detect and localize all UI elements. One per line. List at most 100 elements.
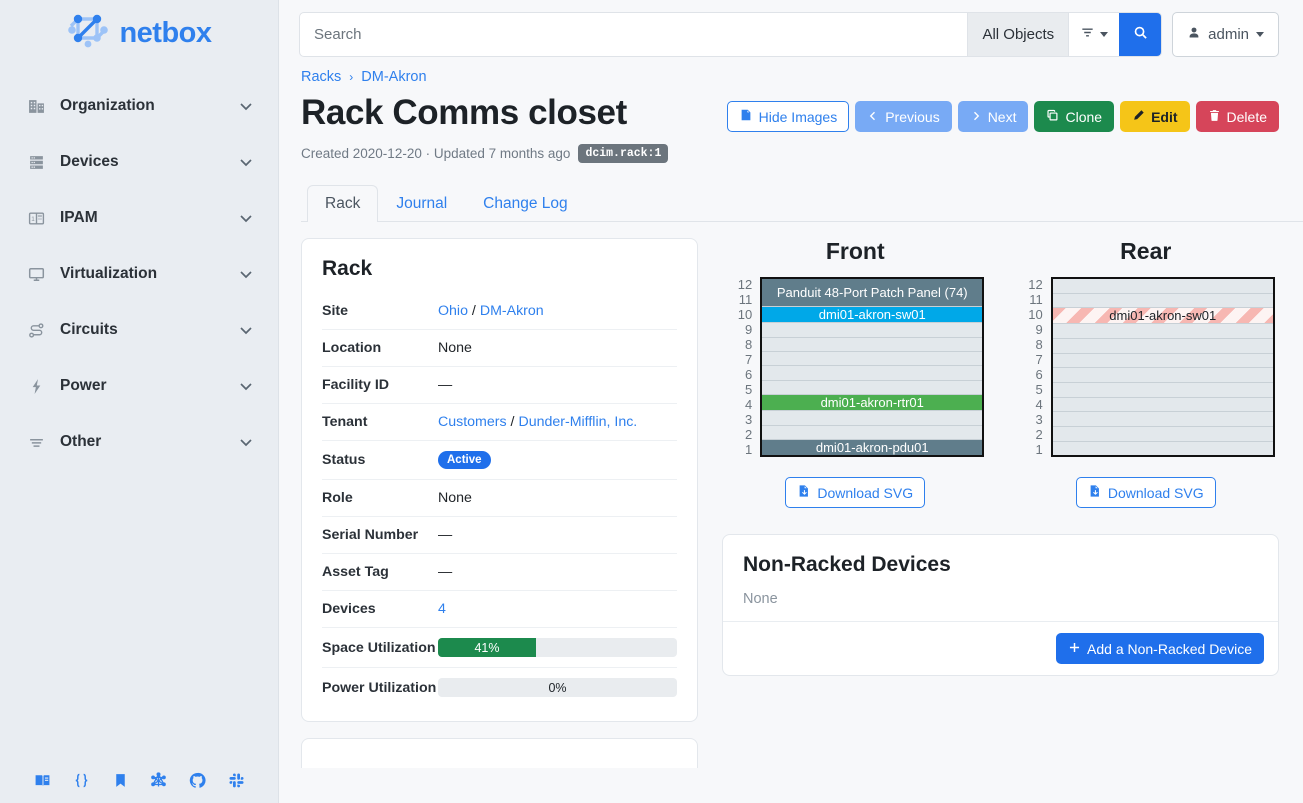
rack-unit-number: 4 xyxy=(1035,397,1043,413)
rack-unit-number: 1 xyxy=(1035,442,1043,458)
value-separator: / xyxy=(510,414,515,431)
svg-text:1: 1 xyxy=(31,216,35,223)
rear-elevation: Rear 12 11 10 9 8 7 6 5 4 3 2 1 dmi01-akron-sw01 Do… xyxy=(1013,238,1280,509)
bookmark-icon[interactable] xyxy=(112,772,129,789)
add-non-racked-device-button[interactable]: Add a Non-Racked Device xyxy=(1056,633,1264,665)
sidebar-item-virtualization[interactable]: Virtualization xyxy=(0,246,278,302)
clone-button[interactable]: Clone xyxy=(1034,101,1115,132)
table-row: Devices 4 xyxy=(322,590,677,628)
search-filter-dropdown[interactable] xyxy=(1068,13,1120,56)
previous-button[interactable]: Previous xyxy=(855,101,952,132)
image-icon xyxy=(739,108,753,125)
rack-unit-empty xyxy=(762,323,983,338)
rack-unit-empty xyxy=(1052,368,1273,384)
brand-logo[interactable]: netbox xyxy=(0,0,278,66)
row-key: Site xyxy=(322,303,349,320)
tenant-link[interactable]: Dunder-Mifflin, Inc. xyxy=(518,414,638,431)
row-value-devices: 4 xyxy=(438,590,677,628)
hide-images-button[interactable]: Hide Images xyxy=(726,101,850,132)
devices-count-link[interactable]: 4 xyxy=(438,601,446,618)
search-group: All Objects xyxy=(299,12,1163,57)
rack-unit-empty xyxy=(1052,427,1273,442)
breadcrumb-racks[interactable]: Racks xyxy=(301,69,342,85)
device-label: dmi01-akron-rtr01 xyxy=(820,395,924,411)
sidebar-item-circuits[interactable]: Circuits xyxy=(0,302,278,358)
user-name: admin xyxy=(1208,26,1249,43)
rack-unit-empty xyxy=(1052,279,1273,294)
sidebar-item-ipam[interactable]: 1 IPAM xyxy=(0,190,278,246)
device-label: dmi01-akron-pdu01 xyxy=(815,440,929,456)
graphql-icon[interactable] xyxy=(150,772,167,789)
sidebar-item-label: Circuits xyxy=(60,321,118,338)
sidebar-item-power[interactable]: Power xyxy=(0,358,278,414)
sidebar-footer-icons xyxy=(0,772,279,789)
button-label: Download SVG xyxy=(1107,484,1204,501)
non-racked-title: Non-Racked Devices xyxy=(743,553,951,577)
user-menu-button[interactable]: admin xyxy=(1172,12,1279,57)
left-column: Rack Site Ohio / DM-Akron xyxy=(301,238,698,723)
rack-unit-device[interactable]: dmi01-akron-pdu01 xyxy=(762,440,983,456)
rack-unit-number: 10 xyxy=(1028,307,1043,323)
front-elevation-title: Front xyxy=(825,238,885,265)
rack-unit-device[interactable]: dmi01-akron-sw01 xyxy=(1052,308,1273,325)
progress-fill xyxy=(438,638,536,658)
chevron-down-icon xyxy=(238,154,254,170)
button-label: Hide Images xyxy=(758,108,838,125)
rear-rack-diagram: 12 11 10 9 8 7 6 5 4 3 2 1 dmi01-akron-sw01 xyxy=(1017,277,1275,458)
download-svg-front-button[interactable]: Download SVG xyxy=(785,477,926,509)
docs-book-icon[interactable] xyxy=(34,772,51,789)
delete-button[interactable]: Delete xyxy=(1195,101,1279,132)
copy-icon xyxy=(1046,109,1059,125)
rack-unit-empty xyxy=(1052,412,1273,427)
rack-unit-number: 6 xyxy=(745,367,753,383)
api-braces-icon[interactable] xyxy=(73,772,90,789)
next-button[interactable]: Next xyxy=(957,101,1029,132)
server-stack-icon xyxy=(26,152,46,172)
rack-unit-empty xyxy=(762,338,983,352)
sidebar-item-devices[interactable]: Devices xyxy=(0,134,278,190)
rack-unit-number: 7 xyxy=(1035,352,1043,368)
site-link[interactable]: DM-Akron xyxy=(479,303,544,320)
sidebar-item-organization[interactable]: Organization xyxy=(0,78,278,134)
edit-button[interactable]: Edit xyxy=(1120,101,1190,132)
sidebar-item-label: Power xyxy=(60,377,107,394)
rack-unit-number: 12 xyxy=(1028,277,1043,293)
tab-bar: Rack Journal Change Log xyxy=(301,185,1303,223)
netbox-logo-icon xyxy=(66,10,110,57)
site-region-link[interactable]: Ohio xyxy=(438,303,468,320)
slack-icon[interactable] xyxy=(228,772,245,789)
breadcrumb-dm-akron[interactable]: DM-Akron xyxy=(361,69,427,85)
page-header: Racks › DM-Akron Rack Comms closet Creat… xyxy=(279,57,1303,164)
tab-rack[interactable]: Rack xyxy=(307,185,379,223)
search-submit-button[interactable] xyxy=(1119,13,1162,56)
tenant-group-link[interactable]: Customers xyxy=(438,414,507,431)
rack-unit-empty xyxy=(1052,383,1273,398)
github-icon[interactable] xyxy=(189,772,206,789)
table-row: Asset Tag — xyxy=(322,553,677,591)
rack-unit-number: 8 xyxy=(745,337,753,353)
right-column: Front 12 11 10 9 8 7 6 5 4 3 2 1 Panduit 48-Port Pa… xyxy=(722,238,1279,722)
tab-change-log[interactable]: Change Log xyxy=(483,195,568,213)
rack-unit-device[interactable]: Panduit 48-Port Patch Panel (74) xyxy=(762,279,983,308)
file-download-icon xyxy=(797,484,811,501)
breadcrumb: Racks › DM-Akron xyxy=(301,69,1279,85)
front-rack-diagram: 12 11 10 9 8 7 6 5 4 3 2 1 Panduit 48-Port Patch Pa… xyxy=(726,277,985,458)
rack-unit-number: 2 xyxy=(1035,427,1043,443)
row-value-asset-tag: — xyxy=(438,553,677,591)
rack-unit-device[interactable]: dmi01-akron-sw01 xyxy=(762,307,983,324)
rack-unit-device[interactable]: dmi01-akron-rtr01 xyxy=(762,395,983,412)
rack-unit-empty xyxy=(762,411,983,426)
sidebar-item-other[interactable]: Other xyxy=(0,414,278,470)
row-key: Space Utilization xyxy=(322,627,438,668)
tab-journal[interactable]: Journal xyxy=(396,195,448,213)
button-label: Add a Non-Racked Device xyxy=(1087,640,1252,657)
download-svg-rear-button[interactable]: Download SVG xyxy=(1075,477,1216,509)
table-row: Serial Number — xyxy=(322,516,677,554)
table-row: Site Ohio / DM-Akron xyxy=(322,293,677,330)
rack-attributes-table: Site Ohio / DM-Akron Location None xyxy=(322,293,677,708)
search-input[interactable] xyxy=(300,13,968,56)
chevron-down-icon xyxy=(238,378,254,394)
object-scope-selector[interactable]: All Objects xyxy=(967,13,1069,56)
front-elevation: Front 12 11 10 9 8 7 6 5 4 3 2 1 Panduit 48-Port Pa… xyxy=(722,238,989,509)
